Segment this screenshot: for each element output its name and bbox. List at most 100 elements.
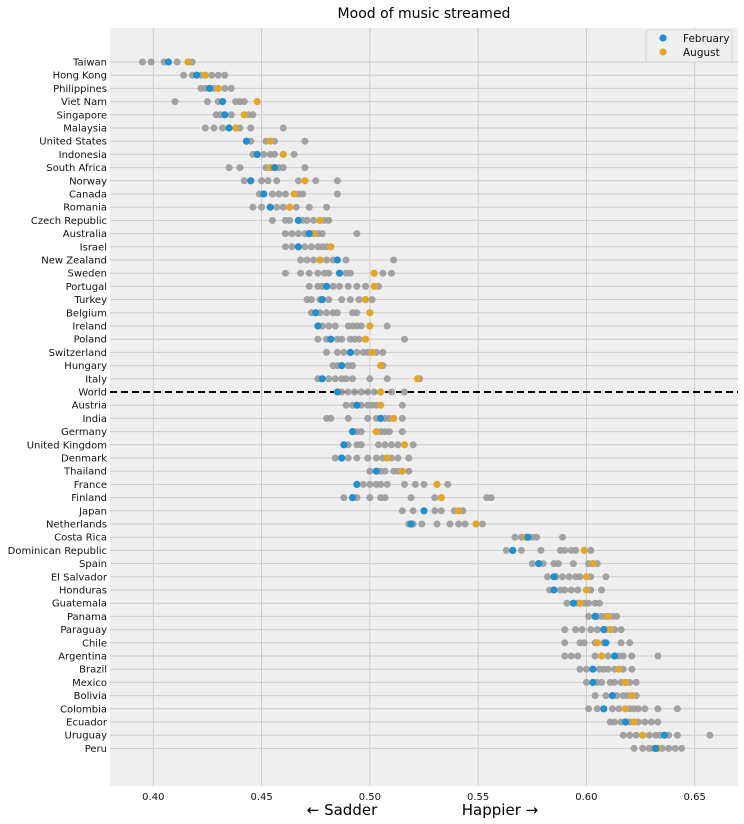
country-label: Norway: [69, 176, 107, 187]
other-month-point: [366, 494, 374, 502]
other-month-point: [307, 243, 315, 251]
august-point: [398, 467, 406, 475]
other-month-point: [444, 480, 452, 488]
august-point: [368, 348, 376, 356]
other-month-point: [372, 454, 380, 462]
other-month-point: [585, 705, 593, 713]
other-month-point: [628, 652, 636, 660]
other-month-point: [654, 652, 662, 660]
august-point: [377, 362, 385, 370]
other-month-point: [569, 560, 577, 568]
other-month-point: [595, 599, 603, 607]
other-month-point: [381, 467, 389, 475]
other-month-point: [431, 507, 439, 515]
other-month-point: [268, 190, 276, 198]
country-label: Thailand: [63, 467, 107, 478]
february-point: [348, 494, 357, 502]
august-point: [366, 309, 374, 317]
other-month-point: [370, 388, 378, 396]
country-label: Poland: [74, 335, 107, 346]
other-month-point: [630, 744, 638, 752]
other-month-point: [645, 731, 653, 739]
other-month-point: [173, 58, 181, 66]
other-month-point: [455, 520, 463, 528]
february-point: [610, 652, 619, 660]
other-month-point: [171, 98, 179, 106]
other-month-point: [598, 586, 606, 594]
legend-label-august: August: [683, 47, 720, 59]
other-month-point: [325, 322, 333, 330]
other-month-point: [641, 705, 649, 713]
other-month-point: [673, 705, 681, 713]
other-month-point: [357, 441, 365, 449]
other-month-point: [628, 665, 636, 673]
x-tick-label: 0.50: [359, 792, 381, 803]
other-month-point: [632, 731, 640, 739]
other-month-point: [613, 612, 621, 620]
other-month-point: [561, 652, 569, 660]
other-month-point: [331, 322, 339, 330]
other-month-point: [294, 230, 302, 238]
august-point: [361, 296, 370, 304]
other-month-point: [587, 626, 595, 634]
other-month-point: [323, 348, 331, 356]
other-month-point: [582, 678, 590, 686]
country-label: Chile: [82, 638, 107, 649]
country-label: Italy: [85, 374, 107, 385]
other-month-point: [366, 467, 374, 475]
other-month-point: [333, 177, 341, 185]
other-month-point: [299, 190, 307, 198]
other-month-point: [398, 428, 406, 436]
august-point: [576, 599, 584, 607]
other-month-point: [420, 480, 428, 488]
other-month-point: [561, 626, 569, 634]
other-month-point: [634, 705, 642, 713]
other-month-point: [673, 731, 681, 739]
other-month-point: [301, 137, 309, 145]
country-label: Mexico: [72, 678, 107, 689]
other-month-point: [355, 335, 363, 343]
february-point: [335, 269, 344, 277]
other-month-point: [292, 203, 300, 211]
other-month-point: [336, 282, 344, 290]
other-month-point: [325, 216, 333, 224]
february-point: [550, 586, 558, 594]
february-point: [420, 507, 428, 515]
country-label: Guatemala: [52, 599, 107, 610]
other-month-point: [567, 652, 575, 660]
other-month-point: [608, 705, 616, 713]
country-label: Colombia: [60, 704, 107, 715]
other-month-point: [366, 375, 374, 383]
august-point: [606, 626, 614, 634]
august-point: [370, 269, 378, 277]
other-month-point: [258, 203, 266, 211]
other-month-point: [323, 309, 331, 317]
other-month-point: [602, 692, 610, 700]
country-label: Sweden: [67, 269, 107, 280]
other-month-point: [375, 441, 383, 449]
other-month-point: [353, 230, 361, 238]
february-point: [193, 71, 201, 79]
other-month-point: [617, 626, 625, 634]
other-month-point: [297, 269, 305, 277]
other-month-point: [353, 454, 361, 462]
country-label: Czech Republic: [31, 216, 107, 227]
country-label: Australia: [63, 229, 107, 240]
country-label: Honduras: [59, 586, 107, 597]
august-point: [240, 111, 248, 119]
country-label: Turkey: [73, 295, 107, 306]
other-month-point: [314, 269, 322, 277]
other-month-point: [342, 256, 350, 264]
other-month-point: [258, 177, 266, 185]
other-month-point: [619, 652, 627, 660]
other-month-point: [208, 71, 216, 79]
february-point: [206, 84, 214, 92]
other-month-point: [281, 230, 289, 238]
february-point: [312, 309, 320, 317]
x-tick-label: 0.40: [142, 792, 164, 803]
other-month-point: [325, 296, 333, 304]
february-point: [318, 375, 326, 383]
country-label: France: [74, 480, 107, 491]
february-point: [340, 441, 348, 449]
country-label: Israel: [80, 242, 107, 253]
